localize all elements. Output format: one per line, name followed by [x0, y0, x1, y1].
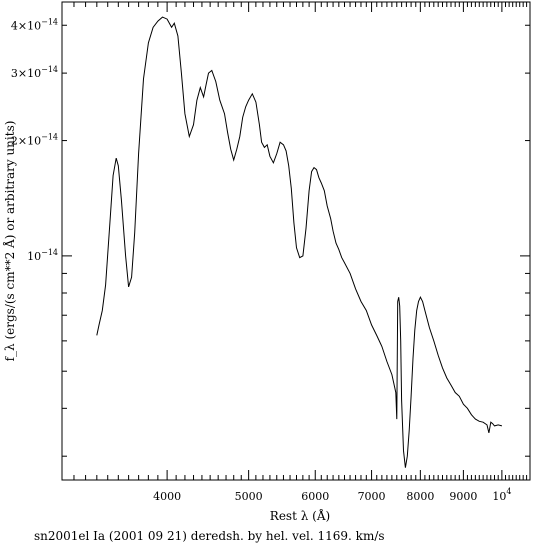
x-tick-exponent: 4: [506, 487, 511, 496]
y-tick-exponent: −14: [41, 17, 58, 26]
y-tick-label-text: 10: [27, 250, 41, 263]
x-tick-label-text: 7000: [358, 490, 386, 503]
x-tick-label-text: 9000: [449, 490, 477, 503]
x-tick-label: 8000: [406, 490, 434, 503]
y-tick-exponent: −14: [41, 133, 58, 142]
spectrum-line: [96, 16, 503, 468]
x-tick-label: 9000: [449, 490, 477, 503]
y-tick-label: 3×10−14: [11, 65, 58, 80]
x-tick-label-text: 8000: [406, 490, 434, 503]
y-tick-label-text: 10: [27, 67, 41, 80]
y-tick-mantissa: 3×: [11, 67, 27, 80]
x-tick-label: 4000: [153, 490, 181, 503]
x-tick-label: 7000: [358, 490, 386, 503]
x-tick-label-text: 6000: [301, 490, 329, 503]
y-axis-label: f_λ (ergs/(s cm**2 Å) or arbitrary units…: [2, 121, 17, 362]
x-tick-label-text: 4000: [153, 490, 181, 503]
y-axis-ticks: 10−142×10−143×10−144×10−14: [11, 17, 530, 457]
x-tick-label-text: 10: [492, 490, 506, 503]
x-axis-label: Rest λ (Å): [270, 508, 330, 523]
x-tick-label: 104: [492, 487, 511, 503]
y-tick-label-text: 10: [27, 19, 41, 32]
y-tick-label: 4×10−14: [11, 17, 58, 32]
y-tick-mantissa: 2×: [11, 135, 27, 148]
y-tick-mantissa: 4×: [11, 19, 27, 32]
x-axis-ticks: 4000 5000 6000 7000 8000 9000 104: [73, 2, 531, 503]
x-tick-label: 6000: [301, 490, 329, 503]
y-tick-label-text: 10: [27, 135, 41, 148]
y-tick-label: 2×10−14: [11, 133, 58, 148]
x-tick-label-text: 5000: [235, 490, 263, 503]
y-tick-exponent: −14: [41, 65, 58, 74]
chart-caption: sn2001el Ia (2001 09 21) deredsh. by hel…: [34, 529, 385, 543]
y-tick-exponent: −14: [41, 248, 58, 257]
y-tick-label: 10−14: [27, 248, 58, 263]
plot-frame: [61, 1, 531, 481]
x-tick-label: 5000: [235, 490, 263, 503]
